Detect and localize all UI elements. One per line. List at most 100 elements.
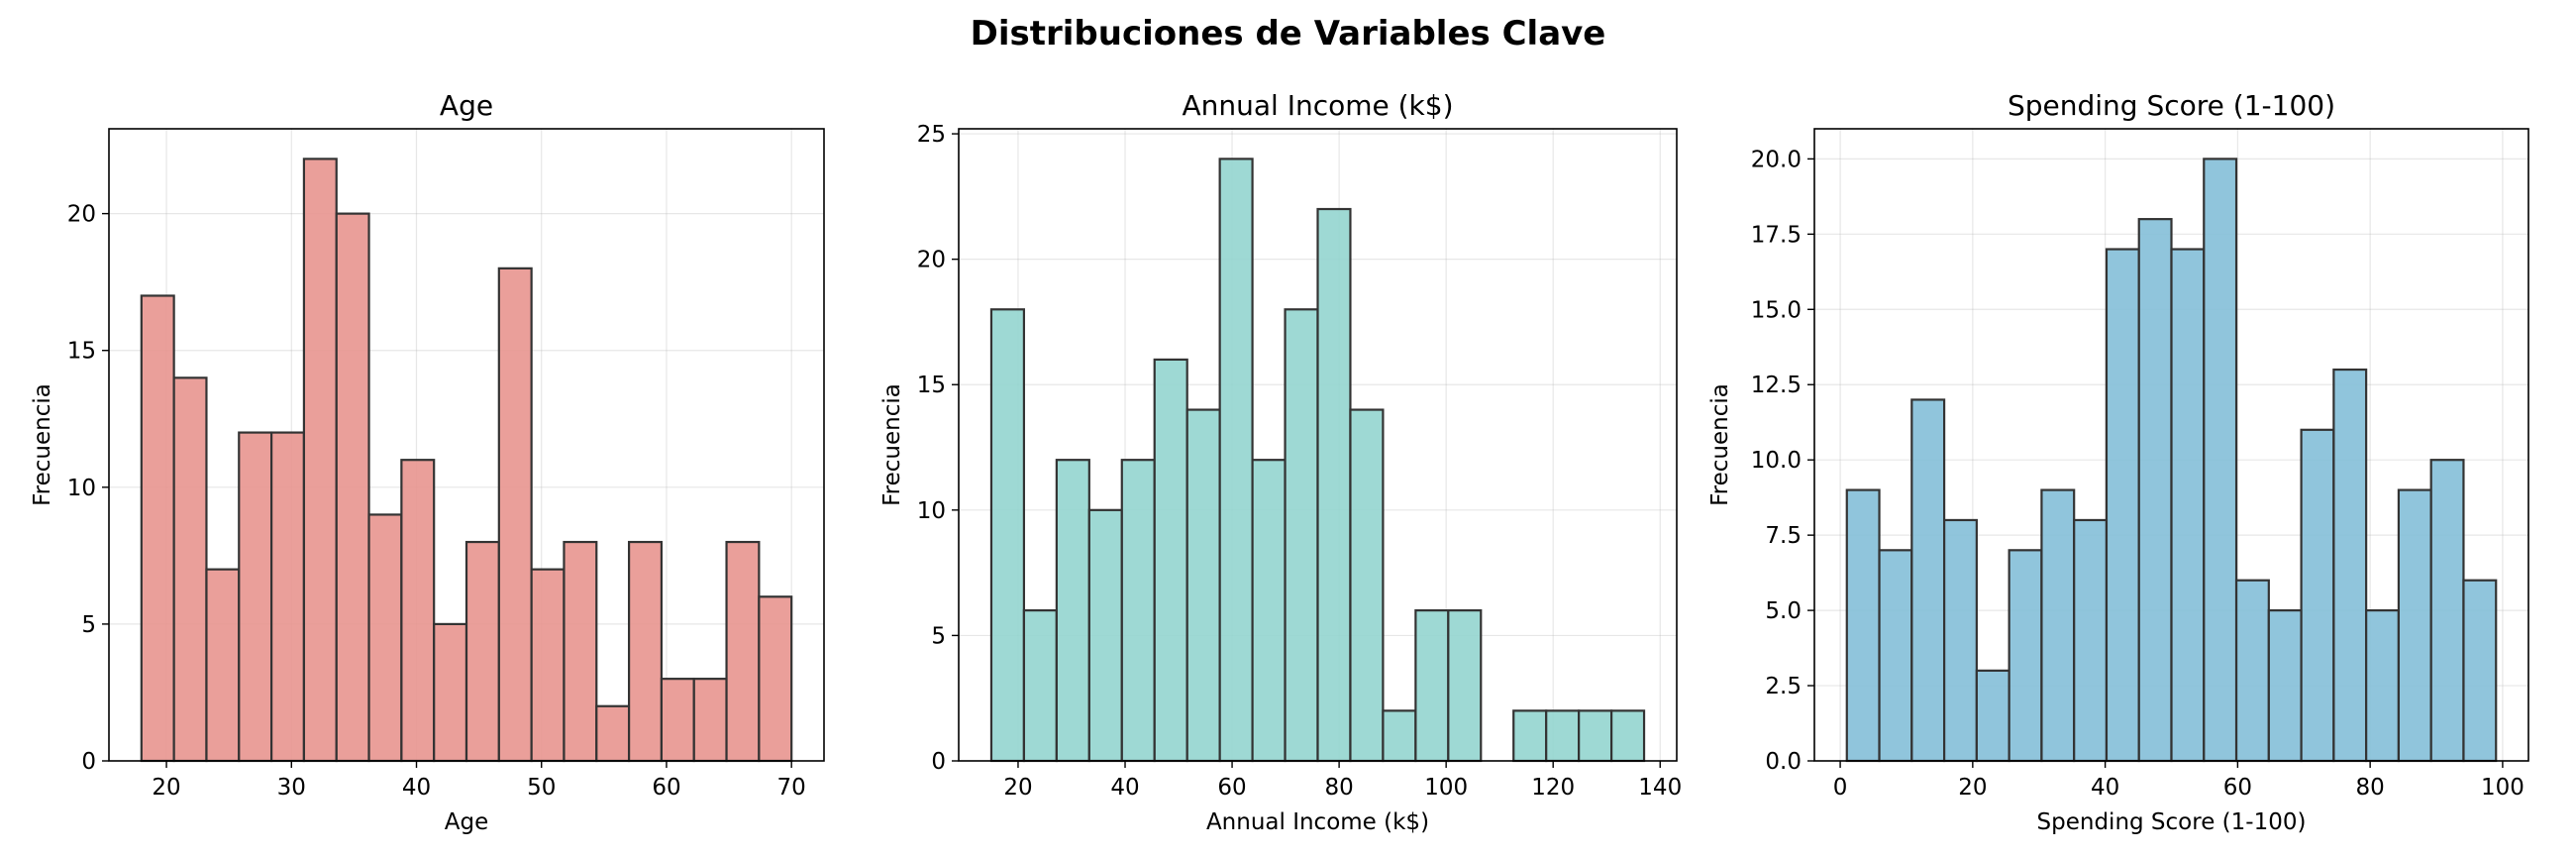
histogram-bar [2203, 158, 2238, 763]
chart-panel-1: 20 30 40 50 60 70 0 5 10 15 20 Age Age Frecuencia [30, 89, 825, 835]
y-tick-label: 10 [917, 498, 946, 524]
histogram-bar [627, 540, 664, 763]
histogram-bar [1382, 709, 1417, 763]
chart-title: Annual Income (k$) [1182, 89, 1453, 122]
chart-title: Age [440, 89, 493, 122]
histogram-bar [725, 540, 761, 763]
histogram-bar [1251, 459, 1287, 763]
x-tick-label: 60 [652, 775, 680, 801]
x-axis-label: Spending Score (1-100) [2037, 809, 2307, 835]
histogram-bar [989, 308, 1026, 763]
histogram-bar [1284, 308, 1319, 763]
y-tick-label: 20 [917, 248, 946, 273]
y-tick-label: 2.5 [1765, 674, 1802, 699]
y-tick-label: 5 [81, 612, 96, 638]
histogram-bar [530, 568, 566, 763]
histogram-bar [400, 459, 436, 763]
y-tick-label: 15 [67, 339, 96, 365]
histogram-bar [2462, 579, 2498, 763]
histogram-bar [1055, 459, 1090, 763]
histogram-bar [1975, 669, 2010, 763]
histogram-bar [140, 294, 175, 763]
histogram-bar [1022, 608, 1058, 763]
x-tick-label: 30 [277, 775, 306, 801]
x-tick-label: 20 [1003, 775, 1032, 801]
histogram-bar [2105, 248, 2140, 763]
y-axis-label: Frecuencia [1707, 383, 1733, 506]
histogram-bar [1185, 408, 1221, 763]
histogram-bar [1414, 608, 1450, 763]
histogram-bar [1878, 549, 1913, 763]
histogram-bar [1910, 398, 1946, 763]
chart-panel-3: 0 20 40 60 80 100 0.0 2.5 5.0 7.5 10.0 12.5 15.0 17.5… [1707, 89, 2529, 835]
y-tick-label: 0 [931, 749, 946, 775]
x-tick-label: 100 [1424, 775, 1468, 801]
y-tick-label: 5 [931, 623, 946, 649]
histogram-bar [2073, 518, 2109, 763]
histogram-bar [2300, 428, 2335, 763]
histogram-bar [563, 540, 598, 763]
histogram-bar [302, 158, 338, 763]
histogram-bar [433, 622, 468, 763]
histogram-bar [497, 267, 533, 763]
histogram-bar [238, 431, 273, 763]
y-tick-label: 20 [67, 202, 96, 228]
y-axis-label: Frecuencia [879, 383, 905, 506]
histogram-bar [595, 704, 631, 763]
histogram-bar [758, 595, 793, 763]
axes-frame [1813, 128, 2529, 762]
histogram-bar [2008, 549, 2043, 763]
histogram-bar [2332, 368, 2368, 763]
histogram-bar [1609, 709, 1646, 763]
chart-panel-2: 20 40 60 80 100 120 140 0 5 10 15 20 25 Annual Income… [879, 89, 1682, 835]
histogram-bar [660, 678, 695, 763]
x-tick-label: 120 [1531, 775, 1575, 801]
histogram-bar [367, 513, 403, 763]
y-axis-label: Frecuencia [30, 383, 55, 506]
y-tick-label: 17.5 [1751, 222, 1802, 248]
histogram-bar [1120, 459, 1156, 763]
y-tick-label: 10.0 [1751, 448, 1802, 474]
histogram-bar [2137, 218, 2173, 763]
y-tick-label: 15.0 [1751, 297, 1802, 323]
histogram-bar [1153, 358, 1188, 763]
histogram-bar [2267, 608, 2303, 763]
histogram-bar [2429, 459, 2465, 763]
histogram-bar [269, 431, 306, 763]
x-tick-label: 20 [152, 775, 180, 801]
histogram-bar [205, 568, 241, 763]
histogram-bar [335, 212, 370, 763]
x-tick-label: 60 [1217, 775, 1246, 801]
y-tick-label: 7.5 [1765, 523, 1802, 549]
y-tick-label: 0.0 [1765, 749, 1802, 775]
x-tick-label: 60 [2223, 775, 2252, 801]
histogram-bar [1218, 158, 1254, 763]
x-tick-label: 40 [2091, 775, 2119, 801]
y-tick-label: 5.0 [1765, 598, 1802, 624]
x-tick-label: 140 [1638, 775, 1682, 801]
x-tick-label: 100 [2481, 775, 2524, 801]
x-tick-label: 40 [1110, 775, 1139, 801]
histogram-bar [464, 540, 500, 763]
histogram-bar [1578, 709, 1613, 763]
y-tick-label: 12.5 [1751, 373, 1802, 398]
x-tick-label: 80 [1324, 775, 1353, 801]
y-tick-label: 20.0 [1751, 147, 1802, 172]
histogram-bar [1349, 408, 1385, 763]
histogram-bar [1512, 709, 1548, 763]
histogram-bar [1545, 709, 1581, 763]
y-tick-label: 10 [67, 476, 96, 501]
chart-title: Spending Score (1-100) [2008, 89, 2335, 122]
histogram-bar [1447, 608, 1483, 763]
x-tick-label: 70 [777, 775, 806, 801]
histogram-bar [2365, 608, 2401, 763]
axes-frame [108, 128, 825, 762]
x-tick-label: 20 [1958, 775, 1987, 801]
histogram-bar [2170, 248, 2206, 763]
histogram-bar [1845, 488, 1881, 763]
histogram-bar [692, 678, 728, 763]
y-tick-label: 15 [917, 373, 946, 398]
histogram-bar [1942, 518, 1978, 763]
